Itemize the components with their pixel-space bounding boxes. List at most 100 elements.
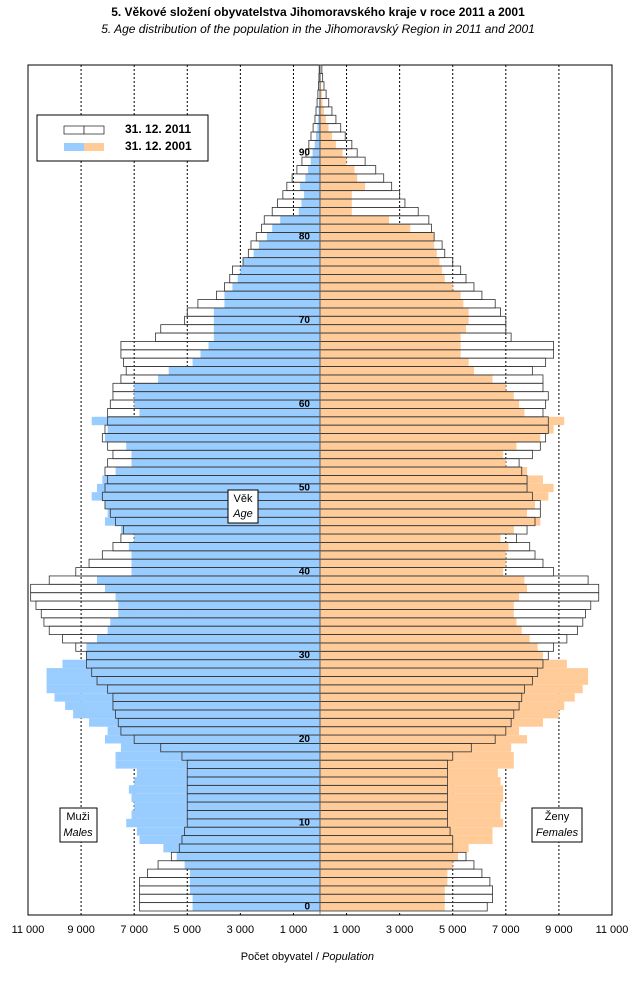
male-bar xyxy=(298,207,320,216)
male-bar xyxy=(131,550,320,560)
x-tick-label: 9 000 xyxy=(545,924,573,936)
female-bar xyxy=(320,743,512,752)
male-bar xyxy=(128,542,320,551)
female-bar xyxy=(320,567,504,576)
male-bar xyxy=(139,408,320,417)
female-bar xyxy=(320,458,506,468)
female-bar xyxy=(320,316,469,325)
age-label: 70 xyxy=(299,315,311,326)
male-bar xyxy=(305,173,320,183)
female-bar xyxy=(320,534,501,543)
female-bar xyxy=(320,366,474,375)
age-label-box xyxy=(227,489,259,524)
male-bar xyxy=(316,132,320,141)
male-bar xyxy=(118,601,320,610)
female-bar xyxy=(320,81,322,91)
male-bar xyxy=(97,575,320,585)
y-label-en: Age xyxy=(232,508,253,520)
female-bar xyxy=(320,802,501,811)
female-bar xyxy=(320,869,448,878)
male-bar xyxy=(139,835,320,844)
female-bar xyxy=(320,592,520,602)
x-tick-label: 5 000 xyxy=(174,924,202,936)
male-bar xyxy=(131,567,320,576)
male-bar xyxy=(240,266,320,275)
male-bar xyxy=(301,199,320,208)
female-bar xyxy=(320,433,541,442)
female-bar xyxy=(320,467,528,476)
male-bar xyxy=(317,123,320,133)
male-bar xyxy=(131,458,320,468)
female-bar xyxy=(320,374,493,384)
male-bar xyxy=(272,224,320,233)
female-bar xyxy=(320,140,336,149)
male-bar xyxy=(134,383,320,392)
male-bar xyxy=(126,441,320,451)
female-bar xyxy=(320,383,506,392)
x-tick-label: 9 000 xyxy=(67,924,95,936)
male-bar xyxy=(243,257,320,267)
female-bar xyxy=(320,425,554,434)
male-bar xyxy=(91,492,320,501)
age-label: 50 xyxy=(299,483,311,494)
male-bar xyxy=(131,559,320,568)
female-bar xyxy=(320,785,504,794)
female-bar xyxy=(320,609,514,618)
female-bar xyxy=(320,500,536,509)
female-bar xyxy=(320,626,522,635)
male-bar xyxy=(115,467,320,476)
male-bar xyxy=(89,718,321,727)
male-bar xyxy=(308,165,320,174)
x-tick-label: 1 000 xyxy=(333,924,361,936)
male-bar xyxy=(120,743,320,752)
legend-label: 31. 12. 2001 xyxy=(125,139,192,153)
female-bar xyxy=(320,106,324,116)
female-bar xyxy=(320,173,358,183)
male-bar xyxy=(120,525,320,535)
age-label: 90 xyxy=(299,148,311,159)
male-bar xyxy=(176,852,320,861)
female-bar xyxy=(320,751,514,761)
female-bar xyxy=(320,793,504,803)
female-bar xyxy=(320,123,329,133)
female-bar xyxy=(320,684,583,694)
male-bar xyxy=(86,651,321,660)
female-bar xyxy=(320,299,464,308)
male-bar xyxy=(115,760,320,769)
male-bar xyxy=(54,693,320,702)
male-bar xyxy=(62,659,320,669)
male-bar xyxy=(46,668,320,677)
male-bar xyxy=(213,307,320,317)
female-bar xyxy=(320,877,448,886)
female-bar xyxy=(320,718,543,727)
age-label: 60 xyxy=(299,399,311,410)
female-bar xyxy=(320,709,559,719)
female-bar xyxy=(320,416,565,426)
x-tick-label: 3 000 xyxy=(227,924,255,936)
age-label: 40 xyxy=(299,566,311,577)
chart-subtitle: 5. Age distribution of the population in… xyxy=(101,22,535,36)
male-bar xyxy=(86,642,321,652)
female-bar xyxy=(320,776,501,786)
female-bar xyxy=(320,408,525,417)
male-bar xyxy=(131,793,320,803)
male-bar xyxy=(280,215,320,225)
female-bar xyxy=(320,148,343,158)
male-bar xyxy=(266,232,320,241)
male-bar xyxy=(131,450,320,459)
male-bar xyxy=(136,768,320,777)
right-label: Ženy xyxy=(545,810,570,823)
female-bar xyxy=(320,835,493,844)
female-bar xyxy=(320,559,506,568)
female-bar xyxy=(320,885,445,895)
female-bar xyxy=(320,400,520,409)
male-bar xyxy=(304,190,320,200)
female-bar xyxy=(320,768,498,777)
male-bar xyxy=(73,709,320,719)
female-bar xyxy=(320,190,352,200)
x-tick-label: 1 000 xyxy=(280,924,308,936)
female-bar xyxy=(320,274,445,283)
male-bar xyxy=(232,282,320,292)
legend-box xyxy=(36,114,209,162)
